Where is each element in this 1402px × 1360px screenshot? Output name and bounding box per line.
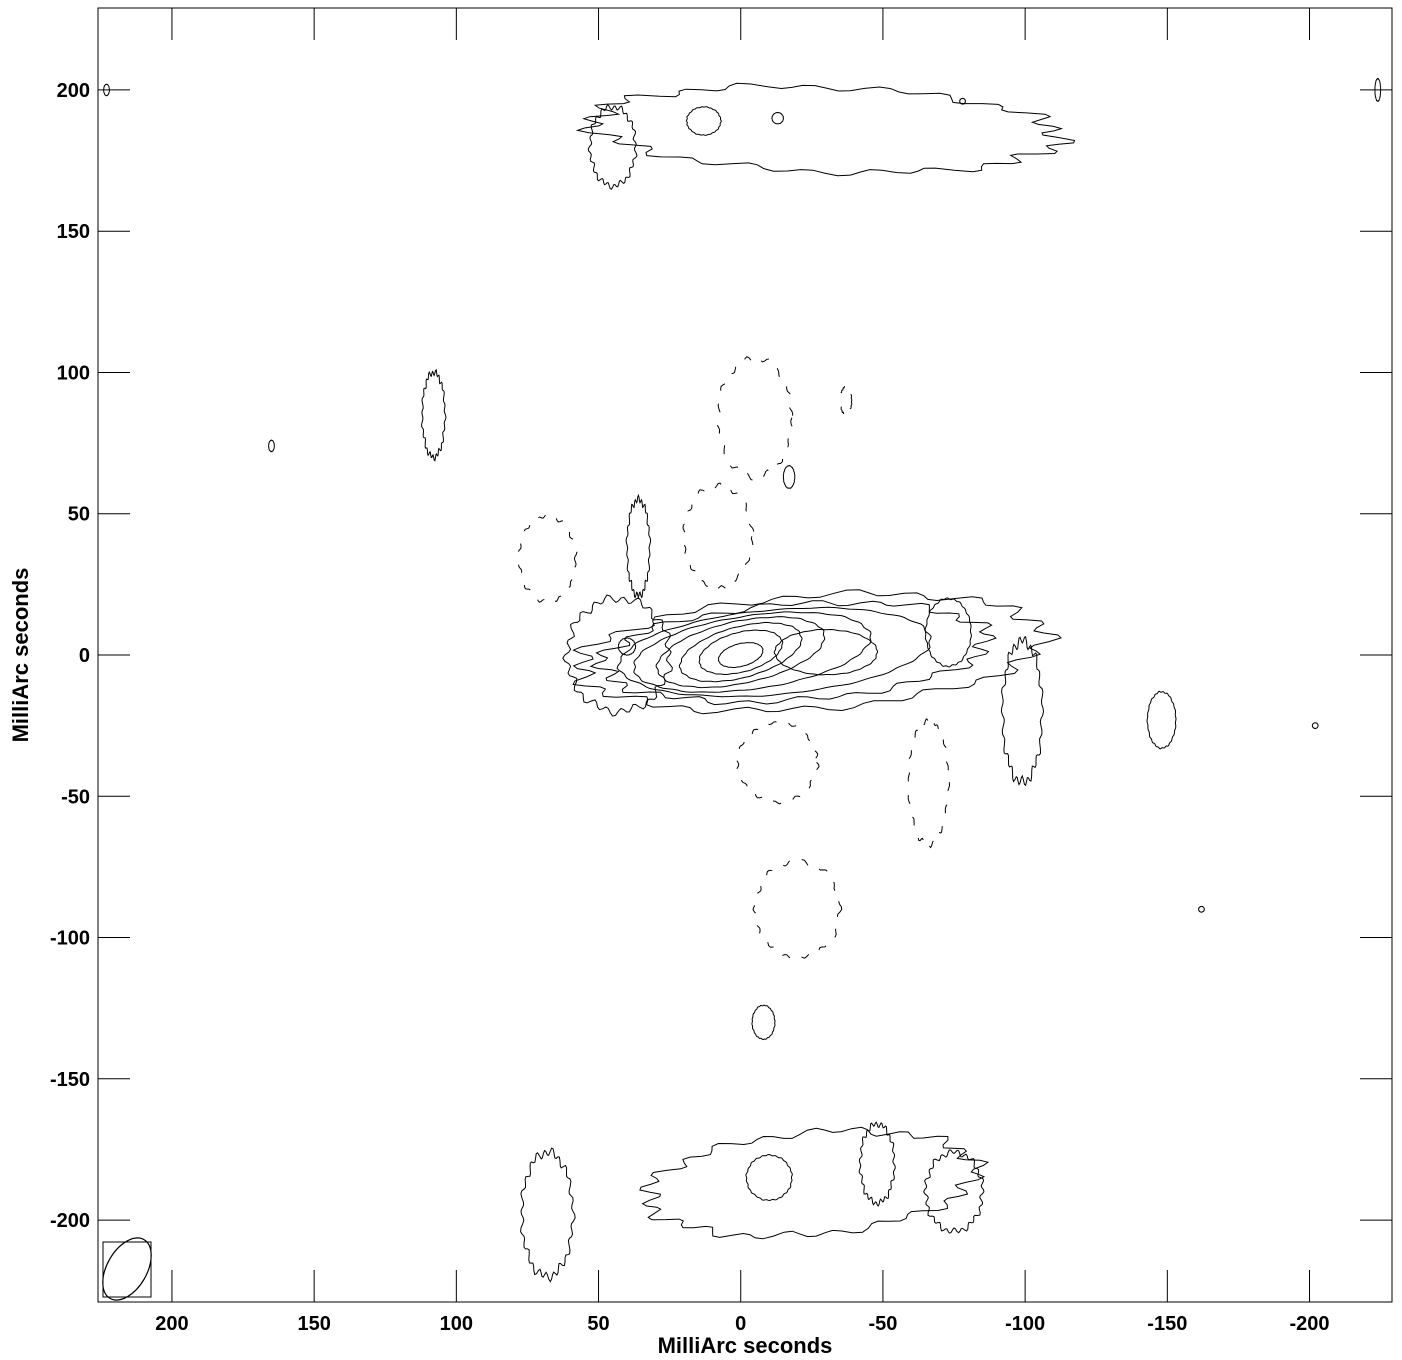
x-tick-label: 100 [440,1313,473,1335]
dashed-ring-n [715,356,794,481]
beam-ellipse [102,1237,152,1301]
north-lobe-knot-small [771,111,785,125]
dot-east-162 [1197,905,1205,913]
core-contour-4 [633,611,872,693]
blob-south-10 [751,1004,776,1041]
blob-east-100 [1000,635,1045,787]
north-lobe [575,82,1076,177]
x-tick-label: -150 [1147,1313,1187,1335]
x-tick-label: 200 [155,1313,188,1335]
west-knot [562,594,673,717]
south-lobe-east-fringe [858,1121,896,1207]
core-contour-7 [698,629,784,675]
core-contour-2 [589,600,997,706]
y-tick-label: 200 [57,80,90,102]
x-tick-label: -200 [1290,1313,1330,1335]
dashed-ring-ne [682,482,755,590]
south-lobe-knot [745,1153,793,1202]
core-knot-contour [773,628,878,676]
y-tick-label: 150 [57,221,90,243]
y-tick-label: -50 [61,786,90,808]
core-contour-5 [655,616,826,689]
y-tick-label: 100 [57,362,90,384]
dashed-ring-se [907,716,951,849]
negative-contours [516,356,951,960]
south-east-blob [923,1149,985,1234]
upper-west-blob [625,493,652,599]
y-tick-label: -100 [50,928,90,950]
dashed-ring-w [516,513,578,603]
southwest-blob [520,1147,576,1283]
north-lobe-west-fringe [587,104,638,190]
x-tick-label: -50 [868,1313,897,1335]
blob-108 [421,368,447,462]
core-contour-8 [717,642,764,668]
core-contours [572,589,1062,715]
beam-frame [102,1241,152,1298]
core-contour-3 [616,606,932,698]
dot-corner-ul [103,83,110,97]
east-fringe [924,597,972,668]
beam-box [102,1237,152,1301]
dot-corner-ur [1374,77,1382,103]
dashed-ring-s [736,721,820,805]
y-tick-label: -200 [50,1210,90,1232]
y-tick-label: 50 [68,504,90,526]
blob-east-150 [1146,690,1177,750]
y-axis-label: MilliArc seconds [8,568,33,743]
plot-frame [97,7,1393,1303]
axis-ticks: 200 150 100 50 0 -50 -100 -150 -200 200 150 100 50 0 -… [50,8,1392,1335]
dot-165-74 [268,439,275,453]
blob-north-17 [782,464,796,489]
y-tick-label: 0 [79,645,90,667]
x-tick-label: 150 [297,1313,330,1335]
dashed-ring-south [752,859,843,960]
core-contour-1 [572,589,1062,715]
x-tick-label: 0 [735,1313,746,1335]
north-lobe-knot [685,106,722,136]
x-tick-label: 50 [587,1313,609,1335]
dot-east-200 [1311,722,1319,730]
dot-north-78 [959,97,967,105]
x-tick-label: -100 [1005,1313,1045,1335]
south-lobe [639,1126,990,1240]
y-tick-label: -150 [50,1069,90,1091]
west-knot-inner [617,637,637,656]
core-contour-6 [678,621,803,683]
x-axis-label: MilliArc seconds [658,1333,833,1358]
dashed-ring-ne2 [839,385,853,417]
contour-features [103,77,1382,1283]
